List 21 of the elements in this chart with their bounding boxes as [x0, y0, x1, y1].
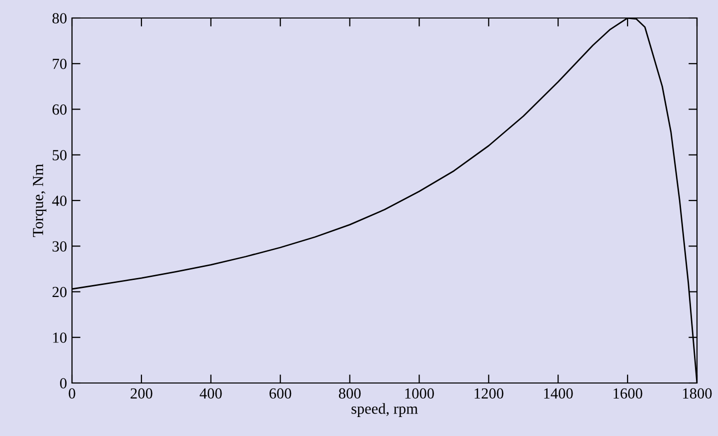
x-tick-label: 1800 [683, 388, 712, 399]
x-tick-label: 800 [338, 388, 361, 399]
x-tick-label: 600 [270, 388, 292, 399]
y-tick-label: 10 [53, 332, 67, 343]
x-tick-label: 1000 [405, 388, 434, 399]
x-tick-label: 200 [130, 388, 152, 399]
y-tick-label: 80 [52, 13, 67, 24]
x-tick-label: 1600 [614, 388, 642, 399]
y-axis-title: Torque, Nm [33, 164, 46, 238]
y-tick-label: 40 [52, 196, 67, 206]
y-tick-label: 50 [52, 150, 67, 160]
x-tick-label: 0 [68, 388, 76, 399]
y-tick-label: 20 [52, 286, 67, 298]
x-axis-title: speed, rpm [352, 403, 418, 417]
y-tick-label: 0 [60, 378, 67, 388]
x-tick-label: 1200 [474, 388, 504, 399]
x-tick-label: 400 [200, 388, 222, 399]
y-tick-label: 70 [52, 58, 67, 70]
y-tick-label: 30 [52, 241, 67, 252]
y-tick-label: 60 [52, 104, 67, 115]
x-tick-label: 1400 [544, 388, 573, 399]
